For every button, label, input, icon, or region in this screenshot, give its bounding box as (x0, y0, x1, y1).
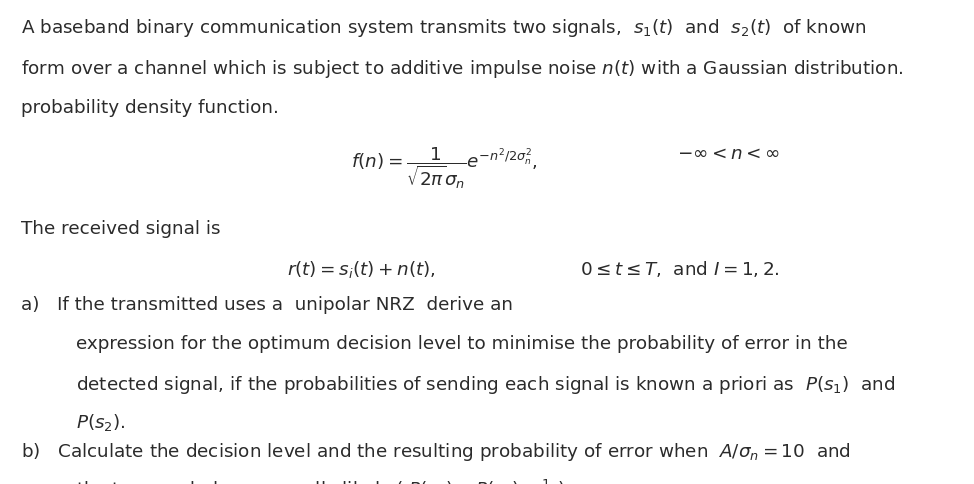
Text: the two symbols are equally likely ( $P(s_1) = P(s_2) = \frac{1}{2}$ ).: the two symbols are equally likely ( $P(… (76, 477, 571, 484)
Text: b)   Calculate the decision level and the resulting probability of error when  $: b) Calculate the decision level and the … (21, 441, 851, 463)
Text: expression for the optimum decision level to minimise the probability of error i: expression for the optimum decision leve… (76, 335, 847, 353)
Text: $-\infty < n < \infty$: $-\infty < n < \infty$ (677, 145, 780, 163)
Text: $r(t) = s_i(t) + n(t),$: $r(t) = s_i(t) + n(t),$ (287, 259, 436, 280)
Text: $f(n) = \dfrac{1}{\sqrt{2\pi}\sigma_n}e^{-n^2/2\sigma_n^2},$: $f(n) = \dfrac{1}{\sqrt{2\pi}\sigma_n}e^… (351, 145, 538, 191)
Text: form over a channel which is subject to additive impulse noise $n(t)$ with a Gau: form over a channel which is subject to … (21, 58, 904, 80)
Text: a)   If the transmitted uses a  unipolar NRZ  derive an: a) If the transmitted uses a unipolar NR… (21, 296, 513, 314)
Text: probability density function.: probability density function. (21, 99, 280, 117)
Text: $0 \leq t \leq T$,  and $I = 1,2.$: $0 \leq t \leq T$, and $I = 1,2.$ (580, 259, 779, 279)
Text: A baseband binary communication system transmits two signals,  $s_1(t)$  and  $s: A baseband binary communication system t… (21, 17, 867, 39)
Text: The received signal is: The received signal is (21, 220, 221, 238)
Text: $P(s_2)$.: $P(s_2)$. (76, 412, 126, 433)
Text: detected signal, if the probabilities of sending each signal is known a priori a: detected signal, if the probabilities of… (76, 374, 895, 395)
